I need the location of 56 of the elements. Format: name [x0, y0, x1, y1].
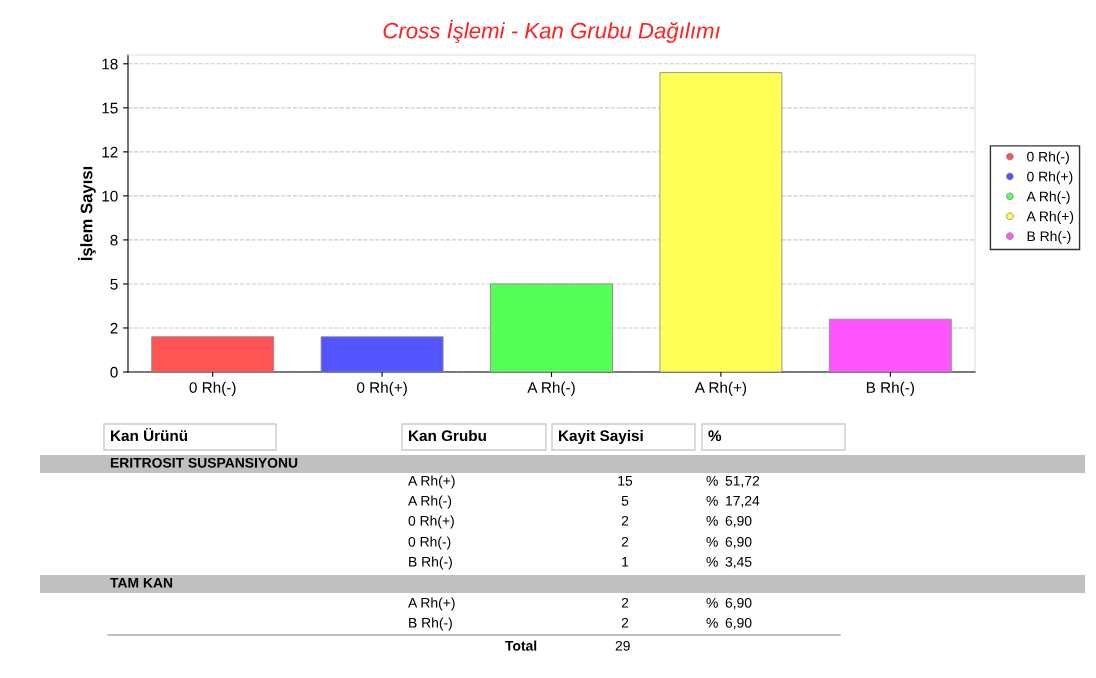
text: 5: [621, 496, 629, 506]
y-tick-label: 8: [110, 234, 118, 246]
text: 6,90: [725, 597, 752, 610]
text: B Rh(-): [409, 556, 452, 570]
text: %: [706, 556, 718, 567]
text: A Rh(+): [408, 597, 455, 611]
text: 3,45: [725, 556, 752, 569]
text: 2: [621, 617, 629, 628]
text: 2: [621, 536, 629, 547]
text: %: [706, 515, 718, 526]
text: 29: [615, 640, 630, 651]
text: Total: [505, 640, 537, 651]
text: A Rh(+): [408, 475, 455, 489]
legend-label: 0 Rh(+): [1027, 171, 1073, 185]
text: 2: [621, 515, 629, 526]
text: ERITROSIT SUSPANSIYONU: [110, 457, 298, 468]
text: 0 Rh(+): [408, 515, 454, 529]
y-tick-label: 15: [102, 102, 118, 114]
x-tick-label: A Rh(-): [527, 381, 575, 396]
y-tick-label: 2: [110, 322, 118, 334]
text: 17,24: [726, 495, 760, 508]
x-tick-label: 0 Rh(-): [189, 381, 236, 396]
x-tick-label: B Rh(-): [866, 381, 914, 396]
text: 2: [621, 597, 629, 608]
text: 51,72: [725, 475, 760, 488]
text: %: [706, 617, 718, 628]
text: 0 Rh(-): [408, 536, 451, 550]
y-tick-label: 5: [110, 278, 118, 290]
text: %: [706, 536, 718, 547]
legend-label: A Rh(+): [1026, 211, 1074, 225]
text: 6,90: [725, 536, 752, 549]
text: 6,90: [725, 515, 752, 528]
y-axis-title: İşlem Sayısı: [78, 166, 96, 261]
text: Kan Grubu: [409, 429, 486, 442]
x-tick-label: 0 Rh(+): [357, 381, 407, 396]
x-tick-label: A Rh(+): [694, 381, 747, 396]
text: 6,90: [725, 617, 752, 630]
text: Kan Ürünü: [111, 427, 188, 442]
text: %: [708, 430, 722, 442]
y-tick-label: 12: [102, 146, 118, 158]
y-tick-label: 10: [102, 190, 118, 202]
text: B Rh(-): [409, 617, 452, 631]
text: 15: [618, 476, 633, 486]
text: %: [706, 495, 718, 506]
chart-title: Cross İşlemi - Kan Grubu Dağılımı: [383, 19, 720, 43]
y-tick-label: 0: [110, 366, 118, 378]
text: 1: [622, 557, 629, 567]
legend-label: B Rh(-): [1027, 230, 1071, 244]
text: A Rh(-): [408, 495, 452, 509]
legend-label: A Rh(-): [1026, 191, 1070, 205]
legend-label: 0 Rh(-): [1027, 151, 1069, 165]
text: TAM KAN: [110, 578, 173, 588]
text: %: [706, 597, 718, 608]
text: Kayit Sayisi: [559, 429, 643, 445]
text: %: [706, 475, 718, 486]
y-tick-label: 18: [102, 58, 118, 70]
